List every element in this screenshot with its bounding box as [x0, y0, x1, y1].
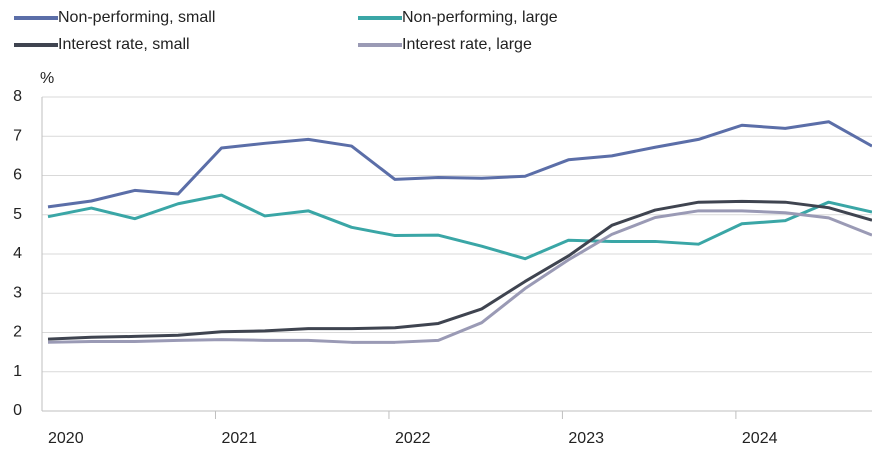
y-tick-label: 6 — [13, 167, 22, 184]
y-tick-label: 8 — [13, 88, 22, 105]
x-tick-label: 2022 — [395, 430, 431, 447]
line-series — [47, 120, 872, 209]
legend-label: Interest rate, large — [402, 36, 532, 53]
line-series — [47, 209, 872, 344]
x-tick-label: 2024 — [742, 430, 778, 447]
line-series — [47, 199, 872, 341]
legend-label: Interest rate, small — [58, 36, 190, 53]
x-tick-label: 2021 — [221, 430, 257, 447]
x-tick-label: 2020 — [48, 430, 84, 447]
legend-label: Non-performing, large — [402, 9, 558, 26]
y-tick-label: 2 — [13, 324, 22, 341]
line-series — [47, 193, 872, 261]
y-tick-label: 5 — [13, 206, 22, 223]
y-tick-label: 4 — [13, 245, 22, 262]
y-tick-label: 0 — [13, 402, 22, 419]
y-tick-label: 1 — [13, 363, 22, 380]
y-tick-label: 7 — [13, 127, 22, 144]
x-tick-label: 2023 — [568, 430, 604, 447]
y-tick-label: 3 — [13, 284, 22, 301]
y-axis-label: % — [40, 70, 54, 87]
legend-label: Non-performing, small — [58, 9, 215, 26]
